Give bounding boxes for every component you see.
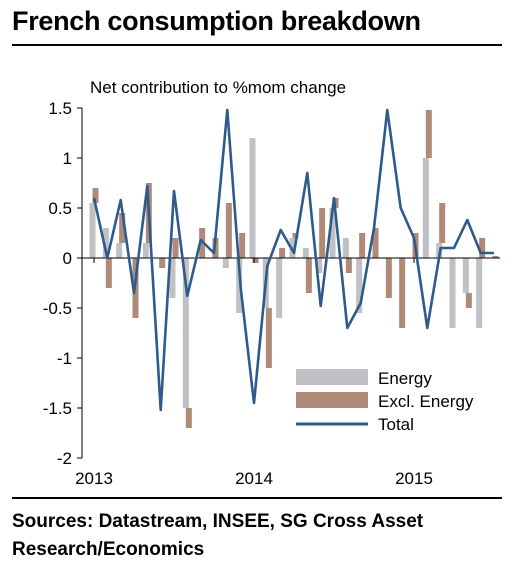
energy-bar — [449, 258, 456, 328]
y-tick-label: 1.5 — [48, 99, 72, 118]
energy-bar — [476, 258, 483, 328]
excl-energy-bar — [239, 233, 246, 258]
excl-energy-bar — [385, 258, 392, 298]
energy-bar — [316, 258, 323, 273]
x-tick-label: 2015 — [395, 469, 433, 488]
excl-energy-bar — [225, 203, 232, 258]
excl-energy-bar — [119, 213, 126, 243]
excl-energy-bar — [279, 248, 286, 258]
x-tick-label: 2014 — [235, 469, 273, 488]
energy-bar — [236, 258, 243, 313]
energy-bar — [182, 258, 189, 408]
energy-bar — [142, 243, 149, 258]
energy-bar — [169, 258, 176, 298]
y-tick-label: -1 — [57, 349, 72, 368]
excl-energy-bar — [252, 258, 259, 263]
energy-bar — [302, 248, 309, 258]
excl-energy-bar — [319, 208, 326, 258]
energy-bar — [276, 258, 283, 318]
energy-bar — [462, 258, 469, 293]
y-tick-label: 1 — [63, 149, 72, 168]
excl-energy-bar — [359, 233, 366, 258]
y-axis-label: Net contribution to %mom change — [90, 78, 346, 97]
energy-bar — [329, 208, 336, 258]
legend-label-energy: Energy — [378, 369, 432, 388]
x-tick-label: 2013 — [75, 469, 113, 488]
excl-energy-bar — [439, 203, 446, 243]
energy-bar — [422, 158, 429, 258]
excl-energy-bar — [425, 110, 432, 158]
source-note: Sources: Datastream, INSEE, SG Cross Ass… — [12, 511, 424, 560]
footer-rule — [12, 497, 502, 499]
excl-energy-bar — [92, 188, 99, 203]
y-tick-label: 0.5 — [48, 199, 72, 218]
chart-svg: Net contribution to %mom change 1.5 1 0.5 0… — [43, 78, 500, 488]
energy-bar — [89, 203, 96, 258]
energy-bar — [249, 138, 256, 258]
y-tick-label: -0.5 — [43, 299, 72, 318]
excl-energy-bar — [492, 256, 499, 258]
excl-energy-bar — [465, 293, 472, 308]
excl-energy-bar — [185, 408, 192, 428]
chart-title: French consumption breakdown — [12, 6, 421, 36]
legend: Energy Excl. Energy Total — [296, 369, 474, 434]
energy-bar — [342, 238, 349, 258]
legend-label-excl-energy: Excl. Energy — [378, 392, 474, 411]
excl-energy-bar — [345, 258, 352, 273]
total-line — [92, 108, 494, 412]
y-tick-label: 0 — [63, 249, 72, 268]
energy-bar — [102, 228, 109, 258]
excl-energy-bar — [479, 238, 486, 258]
energy-bar — [356, 258, 363, 313]
y-tick-label: -2 — [57, 449, 72, 468]
excl-energy-bar — [172, 238, 179, 258]
legend-label-total: Total — [378, 415, 414, 434]
line-layer — [92, 108, 494, 412]
excl-energy-bar — [159, 258, 166, 268]
legend-swatch-energy — [296, 369, 368, 385]
legend-swatch-excl-energy — [296, 392, 368, 408]
excl-energy-bar — [265, 308, 272, 368]
energy-bar — [222, 258, 229, 268]
title-rule — [12, 44, 502, 46]
excl-energy-bar — [372, 228, 379, 258]
excl-energy-bar — [399, 258, 406, 328]
excl-energy-bar — [292, 233, 299, 238]
excl-energy-bar — [105, 258, 112, 288]
excl-energy-bar — [305, 258, 312, 293]
energy-bar — [116, 243, 123, 258]
y-tick-label: -1.5 — [43, 399, 72, 418]
